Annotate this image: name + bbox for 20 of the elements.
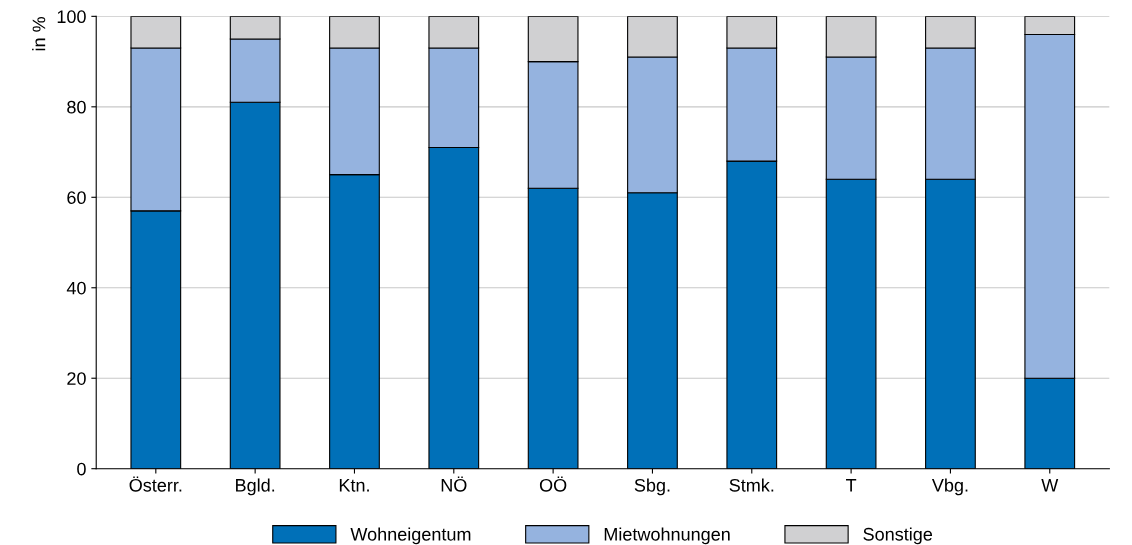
x-tick-label: Stmk.: [729, 478, 774, 492]
y-tick-label: 80: [67, 100, 86, 114]
y-tick-label: 0: [77, 462, 86, 476]
legend-label: Mietwohnungen: [604, 527, 730, 545]
y-tick-label: 60: [67, 191, 86, 205]
legend-label: Sonstige: [863, 527, 933, 545]
x-tick-label: OÖ: [539, 476, 567, 492]
x-tick-label: Vbg.: [931, 478, 968, 496]
x-tick-label: Sbg.: [634, 478, 670, 496]
x-tick-label: T: [846, 479, 857, 492]
y-axis-title: in %: [32, 16, 46, 51]
x-tick-label: Ktn.: [339, 479, 369, 492]
x-tick-label: Bgld.: [236, 478, 275, 496]
y-tick-label: 20: [67, 372, 86, 385]
x-tick-label: Österr.: [129, 476, 182, 492]
y-tick-label: 40: [66, 281, 86, 295]
y-tick-label: 100: [57, 10, 86, 24]
x-tick-label: NÖ: [441, 476, 467, 492]
x-tick-label: W: [1041, 479, 1059, 492]
legend-label: Wohneigentum: [350, 527, 471, 545]
